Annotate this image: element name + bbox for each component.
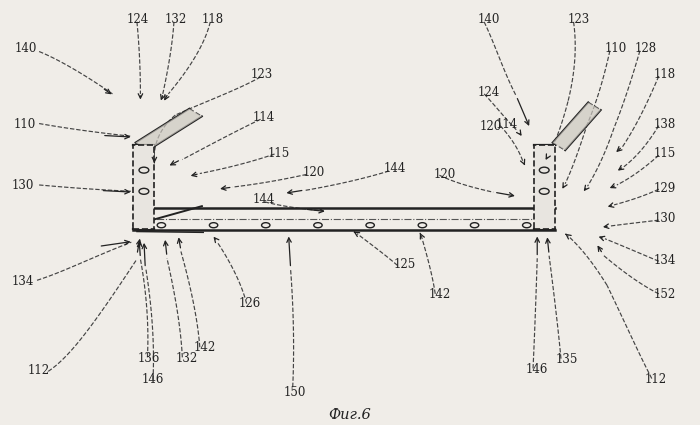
Text: 115: 115	[654, 147, 676, 160]
Text: 124: 124	[477, 86, 499, 99]
Text: 135: 135	[556, 353, 578, 366]
Text: 114: 114	[496, 118, 517, 131]
Text: 140: 140	[477, 13, 500, 26]
Text: 130: 130	[654, 212, 676, 225]
Text: 138: 138	[654, 118, 676, 131]
FancyBboxPatch shape	[533, 145, 554, 230]
Text: 120: 120	[434, 168, 456, 181]
Text: 144: 144	[252, 193, 274, 206]
Text: 120: 120	[302, 167, 325, 179]
Polygon shape	[136, 109, 202, 150]
Text: 110: 110	[605, 42, 627, 55]
Text: 120: 120	[480, 120, 501, 133]
Text: 142: 142	[428, 288, 451, 301]
Text: 118: 118	[654, 68, 676, 81]
Text: 112: 112	[645, 373, 667, 386]
Text: 123: 123	[568, 13, 590, 26]
Text: 123: 123	[251, 68, 273, 81]
Text: 128: 128	[635, 42, 657, 55]
Text: 118: 118	[202, 13, 224, 26]
Text: 130: 130	[12, 179, 34, 192]
Text: 110: 110	[13, 118, 36, 131]
Polygon shape	[552, 102, 601, 150]
Text: 136: 136	[138, 351, 160, 365]
Text: 115: 115	[267, 147, 290, 159]
Text: 146: 146	[142, 373, 164, 386]
Text: 134: 134	[12, 275, 34, 288]
Text: 152: 152	[654, 288, 676, 301]
Text: 114: 114	[252, 111, 274, 125]
Text: 144: 144	[384, 162, 406, 175]
Text: 140: 140	[15, 42, 37, 55]
Text: 150: 150	[284, 385, 306, 399]
Text: 132: 132	[165, 13, 187, 26]
Text: 124: 124	[127, 13, 148, 26]
Text: 146: 146	[526, 363, 548, 376]
FancyBboxPatch shape	[134, 145, 155, 230]
Text: 142: 142	[193, 340, 216, 354]
Text: 112: 112	[27, 364, 50, 377]
Text: 129: 129	[654, 182, 676, 195]
Text: 132: 132	[175, 351, 197, 365]
Text: 134: 134	[654, 254, 676, 267]
Text: Фиг.6: Фиг.6	[328, 408, 372, 422]
Text: 126: 126	[238, 297, 260, 309]
Text: 125: 125	[393, 258, 416, 272]
